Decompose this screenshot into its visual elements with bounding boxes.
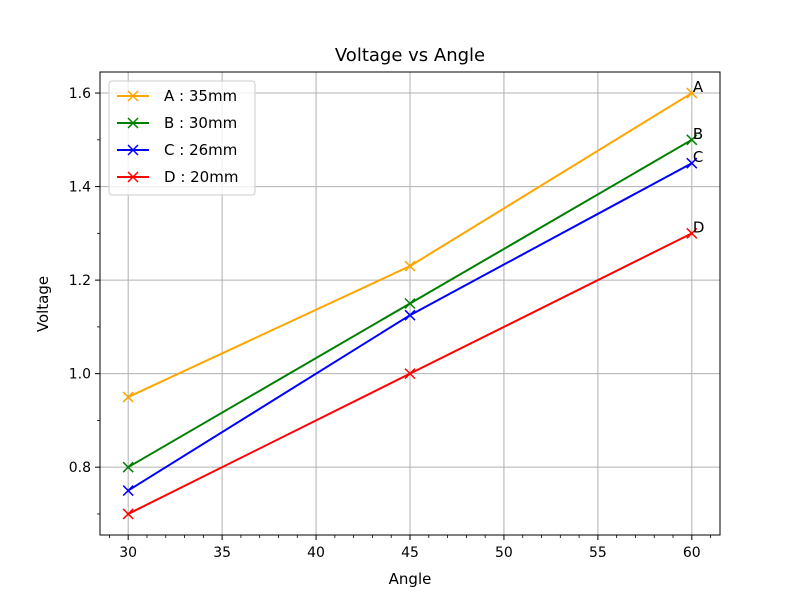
data-point-b-stroke xyxy=(404,297,416,310)
legend-item-b: B : 30mm xyxy=(117,114,237,132)
data-point-a xyxy=(122,391,134,403)
x-tick-label: 60 xyxy=(683,545,701,561)
data-point-c-stroke xyxy=(404,309,416,321)
legend-label: D : 20mm xyxy=(164,168,238,186)
data-point-b-stroke xyxy=(686,134,698,146)
chart-title: Voltage vs Angle xyxy=(335,45,485,66)
end-label-d: D xyxy=(693,218,705,236)
y-tick-label: 1.6 xyxy=(69,86,91,102)
legend-item-a: A : 35mm xyxy=(117,87,237,105)
data-point-b-stroke xyxy=(122,461,134,473)
y-tick-label: 1.4 xyxy=(69,180,91,196)
y-tick-label: 1.0 xyxy=(69,367,91,383)
data-point-c xyxy=(122,485,134,497)
data-point-c-stroke xyxy=(122,485,134,497)
data-point-a-stroke xyxy=(404,260,416,272)
data-point-b xyxy=(122,461,134,473)
legend-marker-stroke xyxy=(127,144,139,156)
x-tick-label: 55 xyxy=(589,545,607,561)
grid xyxy=(100,72,720,535)
y-tick-label: 1.2 xyxy=(69,273,91,289)
series-group xyxy=(122,87,698,520)
x-tick-label: 40 xyxy=(307,545,325,561)
y-tick-label: 0.8 xyxy=(69,460,91,476)
data-point-c-stroke xyxy=(686,157,698,169)
end-label-b: B xyxy=(693,125,703,143)
end-label-c: C xyxy=(693,148,703,166)
data-point-b xyxy=(686,134,698,146)
legend-marker-stroke xyxy=(127,117,139,129)
data-point-d-stroke xyxy=(122,508,134,520)
legend-item-d: D : 20mm xyxy=(117,168,238,186)
legend-marker xyxy=(127,117,139,129)
legend-label: A : 35mm xyxy=(164,87,237,105)
legend-item-c: C : 26mm xyxy=(117,141,237,159)
y-axis-label: Voltage xyxy=(34,276,52,332)
data-point-a-stroke xyxy=(686,87,698,99)
x-tick-label: 50 xyxy=(495,545,513,561)
data-point-d-stroke xyxy=(404,368,416,380)
x-tick-label: 35 xyxy=(213,545,231,561)
axes: 30 35 40 45 50 55 60 0.8 1.0 1.2 1.4 1.6 xyxy=(69,71,721,561)
legend-box xyxy=(108,80,256,196)
end-label-a: A xyxy=(693,78,704,96)
data-point-c xyxy=(404,309,416,321)
legend-marker xyxy=(127,171,139,183)
legend-marker xyxy=(127,90,139,102)
data-point-a xyxy=(404,260,416,272)
data-point-d xyxy=(404,368,416,380)
end-labels: A BC D xyxy=(693,78,705,236)
legend: A : 35mm B : 30mm C : 26mm D : 20mm xyxy=(108,80,256,196)
legend-label: C : 26mm xyxy=(164,141,237,159)
legend-marker xyxy=(127,144,139,156)
data-point-b xyxy=(404,297,416,310)
data-point-a-stroke xyxy=(122,391,134,403)
legend-marker-stroke xyxy=(127,90,139,102)
x-axis-label: Angle xyxy=(389,570,432,588)
data-point-d-stroke xyxy=(686,227,698,239)
legend-marker-stroke xyxy=(127,171,139,183)
data-point-c xyxy=(686,157,698,169)
data-point-d xyxy=(686,227,698,239)
x-tick-label: 45 xyxy=(401,545,419,561)
data-point-a xyxy=(686,87,698,99)
x-tick-label: 30 xyxy=(119,545,137,561)
data-point-d xyxy=(122,508,134,520)
legend-label: B : 30mm xyxy=(164,114,237,132)
